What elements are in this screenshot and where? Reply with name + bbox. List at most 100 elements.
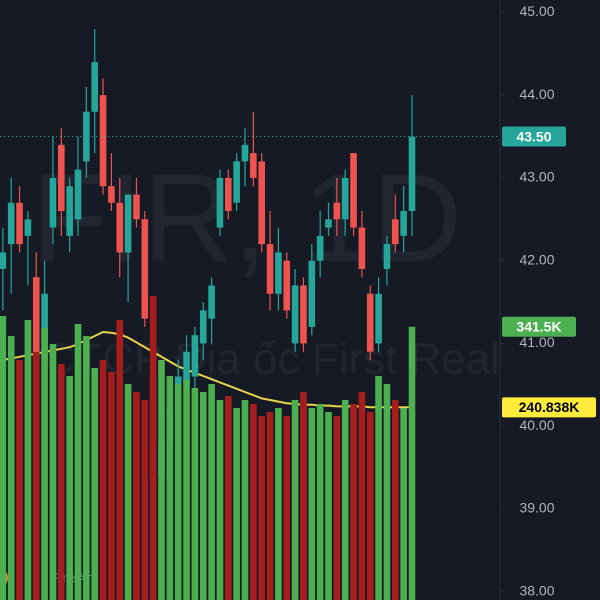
volume-label: 341.5K — [516, 319, 561, 335]
candle-body — [366, 293, 374, 352]
volume-bar — [149, 296, 157, 600]
y-tick-label: 39.00 — [519, 500, 554, 516]
brand-logo — [0, 568, 8, 588]
y-tick-label: 45.00 — [519, 3, 554, 19]
candle-body — [66, 186, 73, 236]
y-tick-label: 43.00 — [519, 169, 554, 185]
candle-body — [16, 202, 23, 245]
volume-bar — [41, 328, 48, 600]
candle-body — [383, 244, 391, 269]
candle-body — [208, 285, 215, 319]
volume-bar — [250, 404, 257, 600]
y-tick-label: 44.00 — [519, 86, 554, 102]
candle-body — [291, 285, 299, 344]
candle-body — [133, 194, 140, 220]
candle-body — [392, 219, 399, 245]
volume-bar — [0, 316, 7, 600]
candle-body — [300, 285, 307, 344]
volume-bar — [358, 392, 366, 600]
volume-bar — [133, 392, 140, 600]
y-tick-label: 40.00 — [519, 417, 554, 433]
candle-body — [316, 235, 324, 261]
volume-bar — [241, 400, 249, 600]
volume-bar — [225, 396, 232, 600]
volume-bar — [283, 416, 291, 600]
volume-bar — [275, 408, 282, 600]
watermark: FIR, 1D — [31, 149, 462, 288]
volume-bar — [141, 400, 149, 600]
candle-body — [99, 95, 107, 187]
candle-body — [233, 161, 240, 203]
candle-body — [124, 194, 132, 253]
candle-body — [308, 260, 316, 327]
candle-body — [191, 335, 199, 377]
volume-bar — [7, 336, 15, 600]
volume-bar — [108, 372, 115, 600]
volume-bar — [216, 400, 224, 600]
candle-body — [400, 211, 407, 236]
volume-bar — [258, 416, 265, 600]
candle-body — [183, 351, 190, 385]
volume-bar — [233, 408, 240, 600]
candle-body — [408, 136, 416, 212]
candle-body — [41, 293, 48, 360]
volume-bar — [341, 400, 349, 600]
volume-bar — [392, 400, 399, 600]
volume-bar — [191, 388, 199, 600]
volume-bar — [174, 384, 182, 600]
volume-bar — [383, 384, 391, 600]
volume-bar — [308, 408, 316, 600]
candle-body — [266, 244, 274, 294]
volume-bar — [74, 324, 82, 600]
candle-body — [250, 153, 257, 178]
volume-bar — [16, 360, 23, 600]
candle-body — [358, 227, 366, 269]
volume-bar — [24, 320, 32, 600]
candle-body — [241, 144, 249, 162]
volume-bar — [316, 404, 324, 600]
volume-bar — [199, 392, 207, 600]
volume-label-box — [502, 316, 576, 337]
volume-ma-label-box — [502, 397, 596, 418]
volume-bar — [58, 364, 65, 600]
candle-body — [7, 202, 15, 245]
candle-body — [283, 260, 291, 311]
volume-bar — [291, 400, 299, 600]
candle-body — [49, 177, 57, 228]
candle-body — [225, 177, 232, 212]
volume-bar — [99, 360, 107, 600]
volume-bar — [32, 352, 40, 600]
volume-bar — [49, 344, 57, 600]
candle-body — [325, 219, 332, 228]
volume-bar — [366, 412, 374, 600]
volume-bar — [350, 404, 357, 600]
candle-body — [141, 219, 149, 319]
candle-body — [0, 252, 7, 269]
candle-body — [341, 177, 349, 220]
current-price-label-box — [502, 126, 566, 147]
candle-body — [199, 310, 207, 344]
candle-body — [216, 177, 224, 228]
candle-body — [58, 144, 65, 212]
candle-body — [258, 161, 265, 245]
candle-body — [375, 293, 382, 344]
volume-bar — [158, 360, 165, 600]
candle-body — [83, 111, 90, 162]
candle-body — [32, 277, 40, 360]
volume-bar — [408, 326, 416, 600]
volume-bar — [375, 376, 382, 600]
candle-body — [333, 202, 341, 220]
volume-bar — [124, 384, 132, 600]
y-tick-label: 41.00 — [519, 334, 554, 350]
volume-bar — [325, 412, 332, 600]
volume-bar — [333, 416, 341, 600]
candle-body — [275, 252, 282, 294]
candle-body — [74, 169, 82, 220]
volume-bar — [208, 384, 215, 600]
volume-bar — [400, 408, 407, 600]
candle-body — [91, 62, 98, 112]
candle-body — [350, 153, 357, 228]
